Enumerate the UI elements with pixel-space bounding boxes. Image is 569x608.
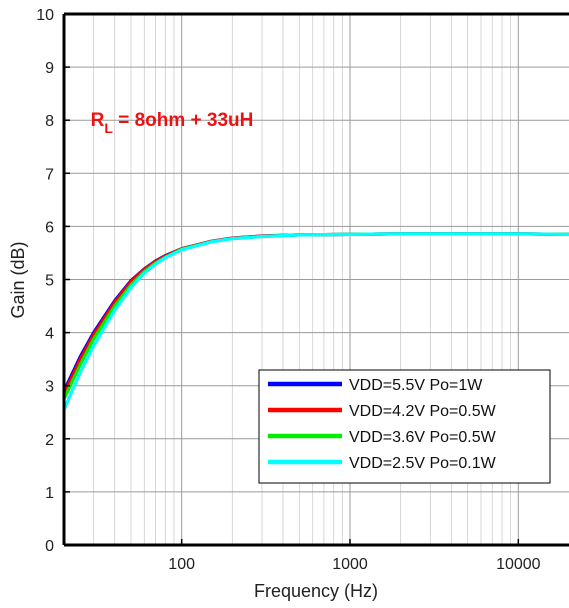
y-tick-label: 6 <box>45 219 54 236</box>
legend-label-1: VDD=5.5V Po=1W <box>349 377 483 394</box>
legend-label-3: VDD=3.6V Po=0.5W <box>349 429 497 446</box>
annotation-sub: L <box>104 120 113 136</box>
tick-labels: 0 1 2 3 4 5 6 7 8 9 10 100 1000 10000 <box>36 7 540 573</box>
annotation-main: R <box>91 110 105 131</box>
x-tick-label: 100 <box>168 556 195 573</box>
y-tick-label: 3 <box>45 379 54 396</box>
y-tick-label: 0 <box>45 538 54 555</box>
y-tick-label: 4 <box>45 326 54 343</box>
series-line-4 <box>62 232 569 412</box>
legend-label-4: VDD=2.5V Po=0.1W <box>349 455 497 472</box>
annotation-rest: = 8ohm + 33uH <box>113 110 253 131</box>
legend-label-2: VDD=4.2V Po=0.5W <box>349 403 497 420</box>
y-tick-label: 5 <box>45 273 54 290</box>
legend: VDD=5.5V Po=1W VDD=4.2V Po=0.5W VDD=3.6V P… <box>258 369 551 484</box>
x-tick-label: 10000 <box>496 556 541 573</box>
y-tick-label: 7 <box>45 166 54 183</box>
y-tick-label: 8 <box>45 113 54 130</box>
y-axis-title: Gain (dB) <box>8 241 28 318</box>
y-tick-label: 1 <box>45 485 54 502</box>
x-axis-title: Frequency (Hz) <box>254 581 378 601</box>
x-tick-label: 1000 <box>332 556 368 573</box>
load-annotation: RL = 8ohm + 33uH <box>91 110 254 136</box>
series-lines <box>62 232 569 412</box>
y-tick-label: 9 <box>45 60 54 77</box>
y-tick-label: 10 <box>36 7 54 24</box>
y-tick-label: 2 <box>45 432 54 449</box>
